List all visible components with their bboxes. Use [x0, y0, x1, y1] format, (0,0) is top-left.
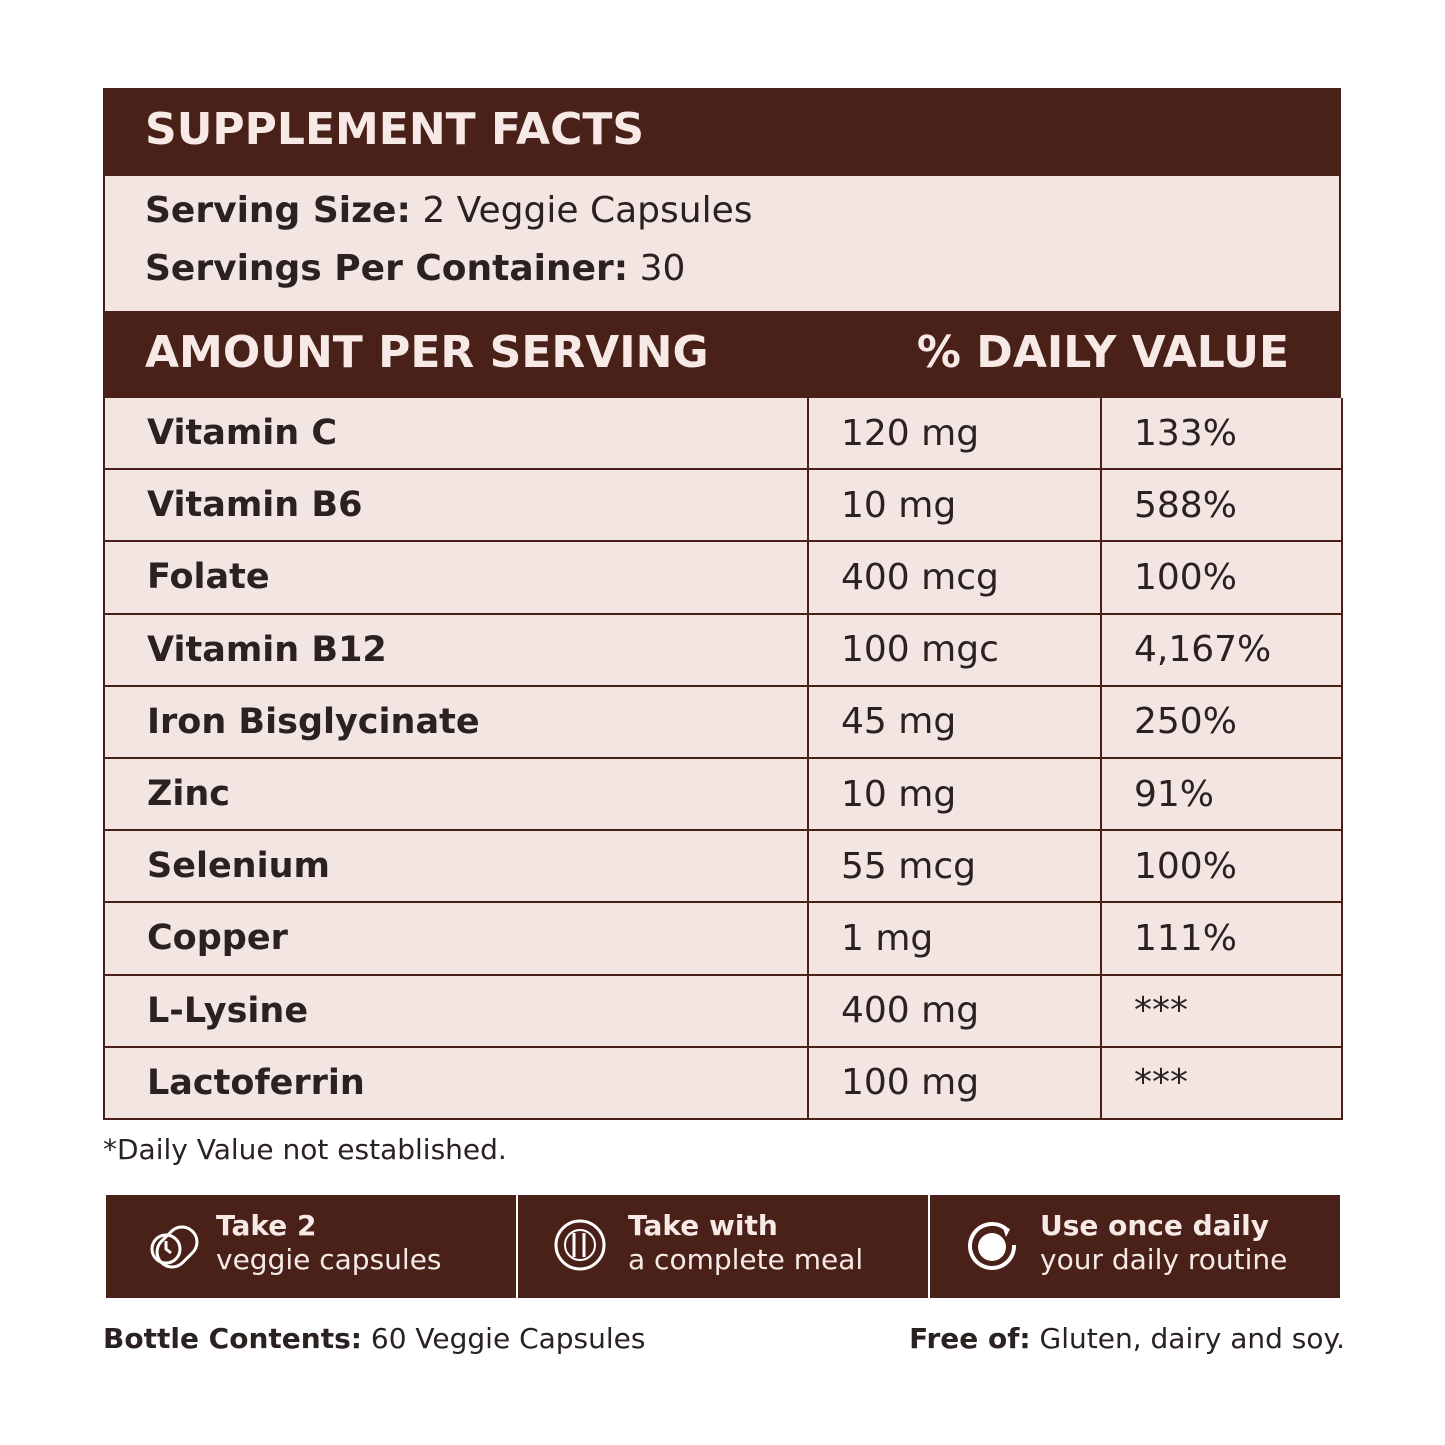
- nutrient-name: Vitamin B6: [105, 470, 809, 543]
- daily-value: ***: [1102, 1047, 1343, 1120]
- amount: 100 mgc: [809, 614, 1102, 687]
- direction: Take with a complete meal: [518, 1195, 928, 1298]
- table-header: AMOUNT PER SERVING % DAILY VALUE: [103, 311, 1341, 398]
- nutrient-name: Iron Bisglycinate: [105, 686, 809, 759]
- daily-value: 100%: [1102, 542, 1343, 615]
- amount: 100 mg: [809, 1047, 1102, 1120]
- label: Bottle Contents:: [103, 1322, 362, 1355]
- free-of: Free of: Gluten, dairy and soy.: [909, 1322, 1345, 1355]
- amount: 1 mg: [809, 903, 1102, 976]
- header-dv: % DAILY VALUE: [916, 327, 1289, 378]
- directions-bar: Take 2 veggie capsules Take with a complete…: [106, 1195, 1340, 1298]
- direction-title: Take 2: [216, 1209, 317, 1242]
- nutrient-name: Copper: [105, 903, 809, 976]
- direction: Use once daily your daily routine: [930, 1195, 1340, 1298]
- direction-text: veggie capsules: [216, 1243, 442, 1276]
- nutrient-name: Lactoferrin: [105, 1047, 809, 1120]
- nutrient-name: L-Lysine: [105, 975, 809, 1048]
- label: Free of:: [909, 1322, 1031, 1355]
- value: 60 Veggie Capsules: [370, 1322, 646, 1355]
- value: 30: [639, 248, 686, 289]
- value: 2 Veggie Capsules: [422, 190, 753, 231]
- nutrient-name: Selenium: [105, 831, 809, 904]
- amount: 400 mcg: [809, 542, 1102, 615]
- amount: 10 mg: [809, 759, 1102, 832]
- icon: [150, 1225, 199, 1269]
- daily-value: 100%: [1102, 831, 1343, 904]
- direction: Take 2 veggie capsules: [106, 1195, 516, 1298]
- daily-value: 250%: [1102, 686, 1343, 759]
- nutrient-name: Folate: [105, 542, 809, 615]
- bottle-contents: Bottle Contents: 60 Veggie Capsules: [103, 1322, 645, 1355]
- servings-per-container: Servings Per Container: 30: [145, 248, 685, 289]
- title-band: SUPPLEMENT FACTS: [103, 88, 1341, 176]
- amount: 10 mg: [809, 470, 1102, 543]
- value: Gluten, dairy and soy.: [1039, 1322, 1345, 1355]
- label: Serving Size:: [145, 190, 411, 231]
- direction-text: a complete meal: [628, 1243, 864, 1276]
- title: SUPPLEMENT FACTS: [145, 104, 645, 155]
- daily-value: 588%: [1102, 470, 1343, 543]
- icon: [554, 1219, 606, 1271]
- daily-value: 133%: [1102, 398, 1343, 471]
- amount: 120 mg: [809, 398, 1102, 471]
- label: Servings Per Container:: [145, 248, 629, 289]
- footnote: *Daily Value not established.: [103, 1133, 507, 1166]
- direction-text: your daily routine: [1040, 1243, 1288, 1276]
- nutrient-name: Vitamin C: [105, 398, 809, 471]
- amount: 400 mg: [809, 975, 1102, 1048]
- daily-value: 91%: [1102, 759, 1343, 832]
- amount: 45 mg: [809, 686, 1102, 759]
- amount: 55 mcg: [809, 831, 1102, 904]
- direction-title: Take with: [628, 1209, 778, 1242]
- header-amount: AMOUNT PER SERVING: [145, 327, 709, 378]
- daily-value: 111%: [1102, 903, 1343, 976]
- serving-size: Serving Size: 2 Veggie Capsules: [145, 190, 752, 231]
- table-body: Vitamin C 120 mg 133% Vitamin B6 10 mg 588% Fo…: [103, 398, 1343, 1120]
- direction-title: Use once daily: [1040, 1209, 1270, 1242]
- icon: [968, 1221, 1017, 1270]
- nutrient-name: Zinc: [105, 759, 809, 832]
- daily-value: ***: [1102, 975, 1343, 1048]
- serving-box: Serving Size: 2 Veggie Capsules Servings…: [103, 176, 1341, 311]
- daily-value: 4,167%: [1102, 614, 1343, 687]
- nutrient-name: Vitamin B12: [105, 614, 809, 687]
